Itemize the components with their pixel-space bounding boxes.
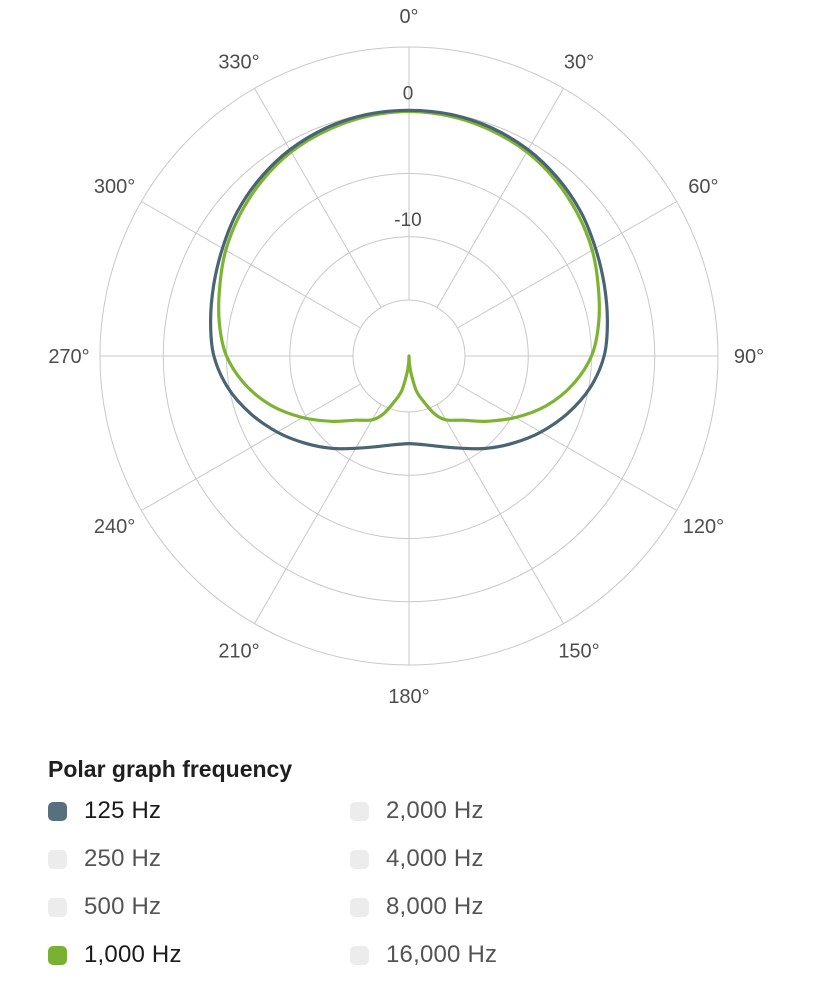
grid-spoke-30 bbox=[436, 88, 564, 308]
legend-swatch bbox=[350, 945, 369, 965]
legend-label: 250 Hz bbox=[84, 845, 162, 872]
angle-label-30: 30° bbox=[564, 52, 594, 74]
series-curve-125-hz bbox=[209, 108, 609, 451]
angle-label-0: 0° bbox=[399, 6, 418, 28]
legend-item-8-000-hz[interactable]: 8,000 Hz bbox=[350, 893, 710, 921]
legend-label: 1,000 Hz bbox=[84, 941, 182, 968]
legend-label: 4,000 Hz bbox=[386, 845, 484, 872]
db-label--10: -10 bbox=[394, 210, 421, 231]
angle-label-300: 300° bbox=[94, 176, 135, 198]
grid-spoke-210 bbox=[254, 404, 382, 624]
legend-title: Polar graph frequency bbox=[48, 756, 293, 782]
angle-label-180: 180° bbox=[388, 686, 429, 708]
angle-label-330: 330° bbox=[218, 52, 259, 74]
legend-item-1-000-hz[interactable]: 1,000 Hz bbox=[48, 941, 350, 969]
angle-label-120: 120° bbox=[683, 516, 724, 538]
legend-list: 125 Hz 250 Hz 500 Hz 1,000 Hz 2,000 Hz 4,000 … bbox=[48, 787, 820, 979]
polar-chart: 0° 30° 60° 90° 120° 150° 180° 210° 240° 270° 300° 3… bbox=[48, 6, 764, 708]
polar-chart-svg: 0° 30° 60° 90° 120° 150° 180° 210° 240° 270° 300° 3… bbox=[48, 6, 764, 708]
legend-item-125-hz[interactable]: 125 Hz bbox=[48, 797, 350, 825]
legend-label: 500 Hz bbox=[84, 893, 162, 920]
legend-swatch bbox=[48, 849, 67, 869]
legend-swatch bbox=[350, 849, 369, 869]
grid-spoke-300 bbox=[141, 201, 361, 329]
legend-label: 8,000 Hz bbox=[386, 893, 484, 920]
legend-item-16-000-hz[interactable]: 16,000 Hz bbox=[350, 941, 710, 969]
legend-swatch bbox=[48, 897, 67, 917]
angle-label-90: 90° bbox=[734, 346, 764, 368]
legend-label: 16,000 Hz bbox=[386, 941, 498, 968]
legend-item-500-hz[interactable]: 500 Hz bbox=[48, 893, 350, 921]
grid-spoke-330 bbox=[254, 88, 382, 308]
db-label-0: 0 bbox=[403, 83, 414, 104]
legend-swatch bbox=[48, 945, 67, 965]
legend: Polar graph frequency 125 Hz 250 Hz 500 Hz… bbox=[0, 712, 820, 979]
angle-label-240: 240° bbox=[94, 516, 135, 538]
legend-swatch bbox=[48, 801, 67, 821]
angle-label-150: 150° bbox=[558, 640, 599, 662]
legend-label: 125 Hz bbox=[84, 797, 162, 824]
legend-item-250-hz[interactable]: 250 Hz bbox=[48, 845, 350, 873]
grid-spoke-120 bbox=[457, 383, 677, 511]
legend-label: 2,000 Hz bbox=[386, 797, 484, 824]
angle-label-210: 210° bbox=[218, 640, 259, 662]
grid-spoke-60 bbox=[457, 201, 677, 329]
angle-label-60: 60° bbox=[688, 176, 718, 198]
grid-spoke-150 bbox=[436, 404, 564, 624]
legend-swatch bbox=[350, 801, 369, 821]
legend-item-2-000-hz[interactable]: 2,000 Hz bbox=[350, 797, 710, 825]
legend-item-4-000-hz[interactable]: 4,000 Hz bbox=[350, 845, 710, 873]
angle-label-270: 270° bbox=[48, 346, 89, 368]
series-curve-1-000-hz bbox=[217, 109, 601, 423]
legend-swatch bbox=[350, 897, 369, 917]
grid-spoke-240 bbox=[141, 383, 361, 511]
